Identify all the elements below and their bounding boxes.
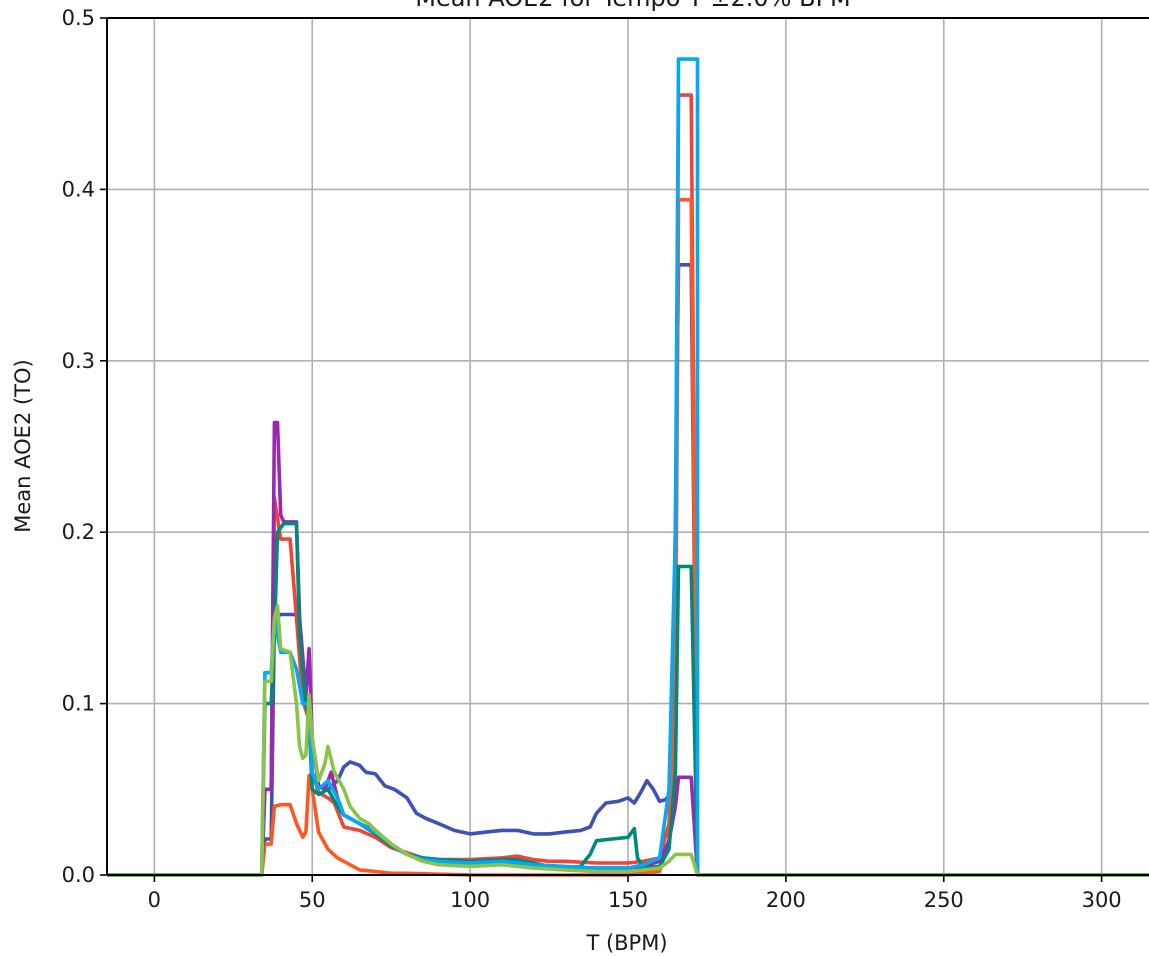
series-line-3 <box>107 197 1149 877</box>
axes: 0 50 100 150 200 250 300 0.0 0.1 0.2 0.3 0.4 0.5 <box>62 6 1149 912</box>
y-tick-label: 0.2 <box>62 520 95 544</box>
x-tick-label: 250 <box>924 888 964 912</box>
chart-title: Mean AOE2 for Tempo T ±2.0% BPM <box>415 0 851 12</box>
y-tick-label: 0.0 <box>62 863 95 887</box>
x-tick-label: 150 <box>608 888 648 912</box>
x-tick-label: 300 <box>1082 888 1122 912</box>
x-tick-label: 200 <box>766 888 806 912</box>
series-line-7 <box>107 604 1149 877</box>
x-tick-label: 0 <box>148 888 161 912</box>
x-tick-label: 50 <box>299 888 326 912</box>
y-tick-label: 0.3 <box>62 349 95 373</box>
x-axis-label: T (BPM) <box>585 931 667 955</box>
y-axis-label: Mean AOE2 (TO) <box>11 359 35 532</box>
y-tick-label: 0.5 <box>62 6 95 30</box>
y-tick-label: 0.4 <box>62 177 95 201</box>
y-tick-label: 0.1 <box>62 692 95 716</box>
series-lines <box>107 57 1149 877</box>
x-tick-label: 100 <box>450 888 490 912</box>
